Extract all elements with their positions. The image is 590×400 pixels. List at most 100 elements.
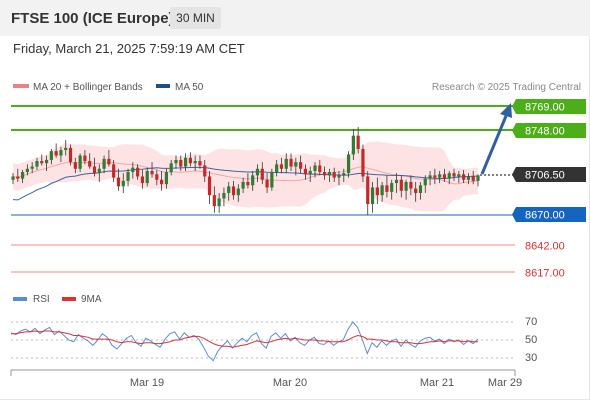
candle-body <box>433 175 437 178</box>
level-badge-current <box>516 167 586 182</box>
level-labels: 8769.00 8748.00 8706.50 8670.00 8642.00 … <box>512 99 586 280</box>
candle-body <box>121 180 125 187</box>
candle-body <box>116 177 121 187</box>
candle-body <box>418 185 423 193</box>
candle-body <box>150 170 154 175</box>
rsi-legend-label: RSI <box>33 294 50 305</box>
candle-body <box>318 165 322 173</box>
candle-body <box>59 150 63 156</box>
candle-body <box>289 158 293 167</box>
candle-body <box>160 179 164 185</box>
candle-body <box>442 174 447 179</box>
candle-body <box>351 135 355 155</box>
level-label-8617: 8617.00 <box>525 268 565 280</box>
candle-body <box>294 162 298 167</box>
level-label-8642: 8642.00 <box>525 241 565 253</box>
candle-body <box>203 165 207 177</box>
timeframe-badge[interactable]: 30 MIN <box>170 7 221 29</box>
candle-body <box>68 147 73 163</box>
chart-legend: MA 20 + Bollinger Bands MA 50 Research ©… <box>13 82 581 93</box>
candle-body <box>198 161 202 166</box>
candle-body <box>107 158 111 165</box>
candle-body <box>54 151 58 156</box>
candle-body <box>342 173 346 176</box>
candle-body <box>145 170 149 184</box>
instrument-title: FTSE 100 (ICE Europe) <box>11 10 174 27</box>
candle-body <box>308 170 312 175</box>
candle-body <box>270 172 274 188</box>
candle-body <box>16 176 20 179</box>
rsi-tick-50: 50 <box>525 334 537 346</box>
arrow-shaft <box>480 115 508 175</box>
rsi-tick-70: 70 <box>525 316 537 328</box>
level-badge-pointer <box>512 99 516 114</box>
level-badge-pointer <box>512 167 516 182</box>
candle-body <box>438 174 442 178</box>
candle-body <box>64 147 68 151</box>
level-label-8769: 8769.00 <box>525 102 565 114</box>
timestamp: Friday, March 21, 2025 7:59:19 AM CET <box>13 41 245 56</box>
candle-body <box>260 168 264 180</box>
arrow-head <box>500 103 512 118</box>
candle-body <box>332 172 336 178</box>
candle-body <box>49 151 53 160</box>
header-bar: FTSE 100 (ICE Europe) 30 MIN <box>0 0 590 36</box>
candle-body <box>356 135 360 149</box>
level-label-8670: 8670.00 <box>525 210 565 222</box>
candle-body <box>88 161 92 167</box>
x-tick-label-mar21: Mar 21 <box>420 377 454 389</box>
candle-body <box>275 164 279 173</box>
candle-body <box>236 188 240 196</box>
level-badge-pointer <box>512 207 516 222</box>
bollinger-legend-label: MA 20 + Bollinger Bands <box>33 82 143 93</box>
candle-body <box>102 158 106 169</box>
level-label-current: 8706.50 <box>525 170 565 182</box>
candle-body <box>35 161 39 167</box>
rsi-line <box>10 321 479 362</box>
candle-body <box>299 162 303 169</box>
candle-body <box>227 186 231 193</box>
candle-body <box>346 154 351 174</box>
ma50-line <box>12 166 479 201</box>
rsi-tick-30: 30 <box>525 352 537 364</box>
rsi-legend-swatch <box>13 297 27 301</box>
candle-body <box>394 179 399 184</box>
ma50-legend-label: MA 50 <box>175 82 204 93</box>
candle-body <box>83 155 87 162</box>
candle-body <box>313 165 317 171</box>
candle-body <box>92 166 97 174</box>
candle-body <box>44 159 49 164</box>
ma9-legend-swatch <box>62 297 76 301</box>
rsi-ma-line <box>11 330 478 348</box>
candle-body <box>284 158 288 169</box>
candle-body <box>155 174 159 180</box>
candle-body <box>385 185 389 192</box>
candle-body <box>303 168 308 175</box>
candle-body <box>212 195 216 207</box>
candle-body <box>380 185 384 196</box>
target-arrow <box>480 103 512 175</box>
candle-body <box>399 179 403 191</box>
x-tick-label-mar20: Mar 20 <box>273 377 307 389</box>
candle-body <box>279 164 284 169</box>
candle-body <box>140 176 145 184</box>
candle-body <box>370 187 375 204</box>
level-label-8748: 8748.00 <box>525 126 565 138</box>
candle-body <box>179 159 183 167</box>
candle-body <box>222 192 226 199</box>
candle-body <box>112 164 116 178</box>
candle-body <box>30 166 34 169</box>
candle-body <box>25 168 29 173</box>
candle-body <box>251 175 255 186</box>
candle-body <box>174 159 178 164</box>
candle-body <box>423 178 427 186</box>
ma50-legend-swatch <box>156 84 170 88</box>
rsi-legend: RSI 9MA <box>13 294 102 305</box>
candle-body <box>97 168 101 174</box>
candle-body <box>447 173 451 179</box>
candle-body <box>361 148 365 177</box>
candle-body <box>188 157 192 164</box>
candles <box>11 126 480 215</box>
ma9-legend-label: 9MA <box>81 294 102 305</box>
candle-body <box>265 179 269 188</box>
